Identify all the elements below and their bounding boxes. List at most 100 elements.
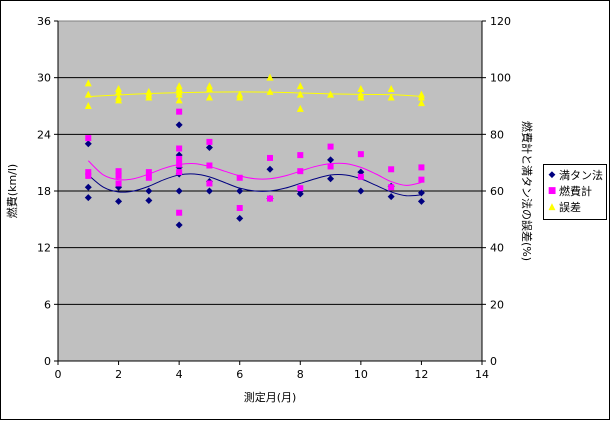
x-tick-label: 0 [55,368,62,381]
data-point-triangle [205,85,213,92]
data-point-square [206,180,213,187]
data-point-square [176,155,183,162]
data-point-triangle [266,87,274,95]
data-point-triangle [296,104,304,112]
data-point-square [115,180,122,187]
data-point-diamond [387,193,395,201]
y-tick-label: 36 [37,15,51,28]
data-point-triangle [115,96,123,104]
data-point-triangle [236,93,244,101]
data-point-square [85,172,92,179]
data-point-diamond [84,194,92,202]
data-point-square [327,163,334,170]
data-point-diamond [115,197,123,205]
data-point-triangle [205,93,213,101]
data-point-square [85,135,92,142]
legend-item-meter: ■ 燃費計 [547,184,592,199]
data-point-triangle [387,85,395,92]
data-point-diamond [236,187,244,195]
data-point-square [236,174,243,181]
y-axis-title: 燃費(km/l) [5,164,19,218]
triangle-marker-icon: ▲ [548,202,556,212]
data-point-diamond [84,140,92,148]
x-tick-label: 10 [354,368,368,381]
data-point-diamond [266,165,274,173]
y2-tick-label: 0 [490,355,497,368]
data-point-square [176,161,183,168]
data-point-triangle [175,90,183,98]
data-point-square [297,152,304,159]
data-point-square [418,164,425,171]
data-point-square [388,166,395,173]
axis-labels: 測定月(月) 燃費(km/l) 燃費計と満タン法の誤差(%) [5,121,534,404]
data-point-diamond [175,221,183,229]
data-point-square [145,169,152,176]
data-point-triangle [84,79,92,87]
data-point-triangle [296,90,304,98]
square-marker-icon: ■ [547,186,557,196]
data-point-triangle [327,90,335,98]
data-point-triangle [357,93,365,101]
legend: ◆ 満タン法 ■ 燃費計 ▲ 誤差 [543,164,607,220]
y2-tick-label: 80 [490,128,504,141]
data-point-triangle [357,85,365,92]
data-point-diamond [205,187,213,195]
data-point-square [297,185,304,192]
data-point-triangle [84,102,92,109]
data-point-triangle [266,73,274,81]
data-point-square [145,174,152,181]
y-tick-label: 6 [44,298,51,311]
y2-tick-label: 40 [490,242,504,255]
data-point-diamond [417,197,425,205]
y-tick-label: 0 [44,355,51,368]
y2-tick-label: 20 [490,298,504,311]
data-point-square [85,169,92,176]
data-point-diamond [327,175,335,183]
data-point-square [267,195,273,202]
data-point-diamond [175,121,183,129]
data-point-square [115,168,122,175]
y-tick-label: 30 [37,72,51,85]
x-tick-label: 6 [236,368,243,381]
data-point-square [267,154,273,161]
data-point-diamond [236,214,244,222]
y2-axis-title: 燃費計と満タン法の誤差(%) [520,121,534,261]
data-point-square [327,143,334,150]
data-point-square [388,184,395,191]
data-point-square [176,209,183,216]
data-point-diamond [417,189,425,197]
y2-tick-label: 120 [490,15,511,28]
data-point-triangle [175,96,183,104]
data-point-triangle [296,82,304,90]
data-point-diamond [327,156,335,164]
data-point-triangle [145,93,153,101]
data-point-diamond [145,187,153,195]
legend-item-error: ▲ 誤差 [547,200,581,215]
data-point-triangle [115,87,123,95]
legend-label: 満タン法 [559,169,603,182]
data-point-square [115,172,122,179]
data-point-square [297,168,304,175]
x-tick-label: 14 [475,368,489,381]
data-point-triangle [417,99,425,107]
legend-label: 燃費計 [559,185,592,198]
data-point-triangle [84,90,92,98]
x-tick-label: 4 [176,368,183,381]
data-point-diamond [175,187,183,195]
data-point-square [176,108,183,115]
data-point-diamond [205,144,213,152]
data-point-diamond [296,190,304,198]
data-point-diamond [357,187,365,195]
data-point-diamond [145,196,153,204]
data-point-square [357,151,364,158]
y2-tick-label: 100 [490,72,511,85]
data-point-triangle [387,93,395,101]
diamond-marker-icon: ◆ [548,170,556,180]
x-tick-label: 12 [414,368,428,381]
data-points [84,73,425,229]
data-point-square [206,138,213,145]
data-point-triangle [417,93,425,101]
